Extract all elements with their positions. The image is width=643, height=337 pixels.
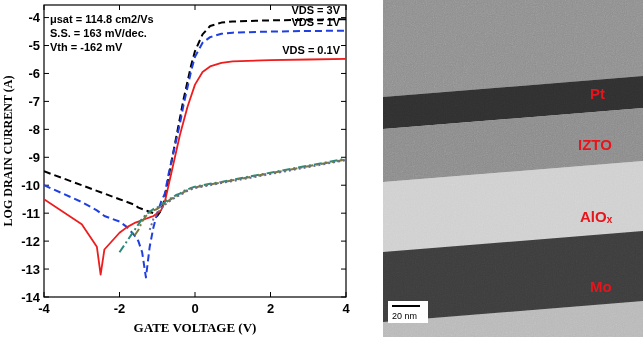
y-tick bbox=[341, 269, 346, 270]
x-tick-label: 0 bbox=[191, 301, 198, 316]
y-tick bbox=[44, 45, 49, 46]
y-tick-label: -6 bbox=[28, 66, 40, 81]
scale-bar-label: 20 nm bbox=[392, 311, 417, 321]
scale-bar bbox=[392, 305, 420, 307]
series-line bbox=[150, 160, 346, 230]
annotation: μsat = 114.8 cm2/Vs bbox=[50, 13, 154, 25]
y-tick bbox=[341, 185, 346, 186]
y-tick-label: -5 bbox=[28, 38, 40, 53]
series-group bbox=[44, 19, 346, 277]
x-tick bbox=[119, 292, 120, 297]
layer-label: AlOₓ bbox=[580, 208, 613, 225]
y-tick bbox=[44, 157, 49, 158]
y-tick bbox=[341, 17, 346, 18]
series-line bbox=[44, 59, 346, 275]
figure: -14-13-12-11-10-9-8-7-6-5-4-4-2024GATE V… bbox=[0, 0, 643, 337]
series-label: VDS = 0.1V bbox=[282, 44, 340, 56]
y-tick bbox=[44, 129, 49, 130]
y-tick-label: -10 bbox=[21, 178, 40, 193]
x-tick bbox=[195, 292, 196, 297]
y-tick bbox=[44, 101, 49, 102]
y-tick bbox=[341, 129, 346, 130]
y-tick bbox=[44, 17, 49, 18]
x-tick-label: 2 bbox=[267, 301, 274, 316]
annotation: S.S. = 163 mV/dec. bbox=[50, 27, 147, 39]
y-axis-title: LOG DRAIN CURRENT (A) bbox=[1, 76, 15, 227]
x-tick bbox=[44, 5, 45, 10]
x-tick bbox=[119, 5, 120, 10]
y-tick-label: -9 bbox=[28, 150, 40, 165]
x-tick-label: -4 bbox=[38, 301, 50, 316]
tem-texture bbox=[383, 0, 643, 337]
x-tick-label: 4 bbox=[342, 301, 350, 316]
y-tick bbox=[44, 213, 49, 214]
plot-frame bbox=[44, 5, 346, 297]
y-tick bbox=[341, 73, 346, 74]
series-line bbox=[44, 31, 346, 278]
y-tick bbox=[44, 241, 49, 242]
y-tick bbox=[341, 157, 346, 158]
series-label: VDS = 3V bbox=[291, 4, 340, 16]
y-tick bbox=[341, 101, 346, 102]
x-tick bbox=[346, 5, 347, 10]
y-tick bbox=[341, 297, 346, 298]
x-tick bbox=[44, 292, 45, 297]
y-tick-label: -4 bbox=[28, 10, 40, 25]
x-tick bbox=[270, 5, 271, 10]
y-tick bbox=[44, 269, 49, 270]
layer-label: Pt bbox=[590, 85, 605, 102]
y-tick bbox=[44, 73, 49, 74]
y-tick bbox=[341, 45, 346, 46]
series-label: VDS = 1V bbox=[291, 16, 340, 28]
layer-label: Mo bbox=[590, 278, 612, 295]
y-tick bbox=[44, 297, 49, 298]
x-tick-label: -2 bbox=[114, 301, 126, 316]
layer-label: IZTO bbox=[578, 136, 612, 153]
y-tick-label: -7 bbox=[28, 94, 40, 109]
tem-image bbox=[383, 0, 643, 337]
x-tick bbox=[195, 5, 196, 10]
y-tick bbox=[341, 213, 346, 214]
y-tick-label: -13 bbox=[21, 262, 40, 277]
y-tick-label: -8 bbox=[28, 122, 40, 137]
series-line bbox=[120, 159, 347, 253]
series-line bbox=[135, 160, 346, 236]
x-tick bbox=[346, 292, 347, 297]
y-tick-label: -12 bbox=[21, 234, 40, 249]
x-tick bbox=[270, 292, 271, 297]
y-tick-label: -11 bbox=[22, 206, 40, 221]
annotation: Vth = -162 mV bbox=[50, 41, 123, 53]
scale-bar-box bbox=[388, 301, 428, 323]
y-tick bbox=[341, 241, 346, 242]
x-axis-title: GATE VOLTAGE (V) bbox=[134, 320, 257, 335]
tem-background bbox=[383, 0, 643, 337]
